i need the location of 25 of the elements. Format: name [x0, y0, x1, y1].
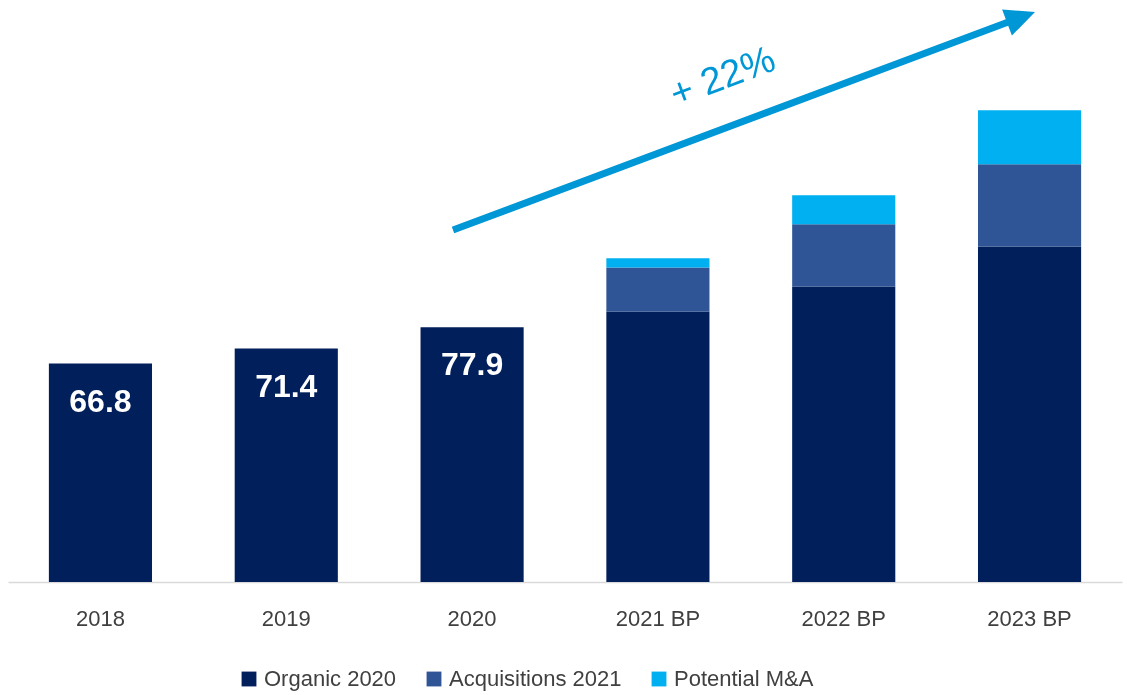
annotation: + 22%	[663, 37, 781, 115]
x-tick-label: 2020	[447, 605, 497, 631]
data-label: 77.9	[440, 346, 504, 383]
bar	[792, 224, 896, 287]
x-tick-label: 2018	[75, 605, 125, 631]
bar	[792, 195, 896, 225]
data-label: 71.4	[255, 367, 318, 404]
bar	[977, 110, 1082, 165]
x-tick-label: 2021 BP	[615, 605, 701, 631]
bar	[606, 258, 710, 268]
bar	[420, 327, 524, 582]
bar	[792, 286, 896, 582]
legend-label: Organic 2020	[264, 666, 397, 691]
bar	[977, 246, 1082, 582]
bar	[606, 267, 710, 312]
x-tick-label: 2019	[261, 605, 311, 631]
legend-label: Acquisitions 2021	[449, 666, 622, 691]
bar	[48, 363, 153, 582]
bar	[977, 164, 1082, 247]
bar	[234, 348, 338, 582]
legend-label: Potential M&A	[674, 666, 814, 691]
bar	[606, 311, 710, 582]
x-tick-label: 2023 BP	[987, 605, 1072, 631]
data-label: 66.8	[69, 382, 132, 419]
x-tick-label: 2022 BP	[801, 605, 886, 631]
